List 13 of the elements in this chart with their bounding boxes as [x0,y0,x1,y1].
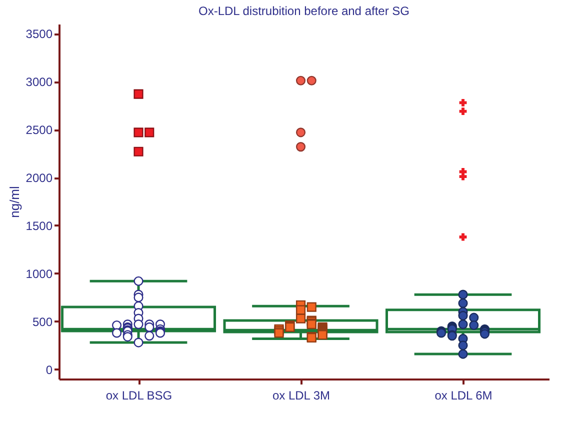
y-axis-title: ng/ml [6,186,22,218]
y-tick-label: 0 [46,362,53,377]
y-tick-label: 3500 [26,27,53,42]
y-tick-label: 3000 [26,75,53,90]
chart-title: Ox-LDL distrubition before and after SG [198,4,410,18]
x-tick-label: ox LDL BSG [106,388,172,402]
y-tick-label: 1500 [26,218,53,233]
x-tick-label: ox LDL 3M [272,388,330,402]
y-tick-label: 500 [32,314,53,329]
y-tick-label: 1000 [26,266,53,281]
x-tick-label: ox LDL 6M [434,388,492,402]
y-tick-label: 2500 [26,123,53,138]
y-tick-label: 2000 [26,171,53,186]
